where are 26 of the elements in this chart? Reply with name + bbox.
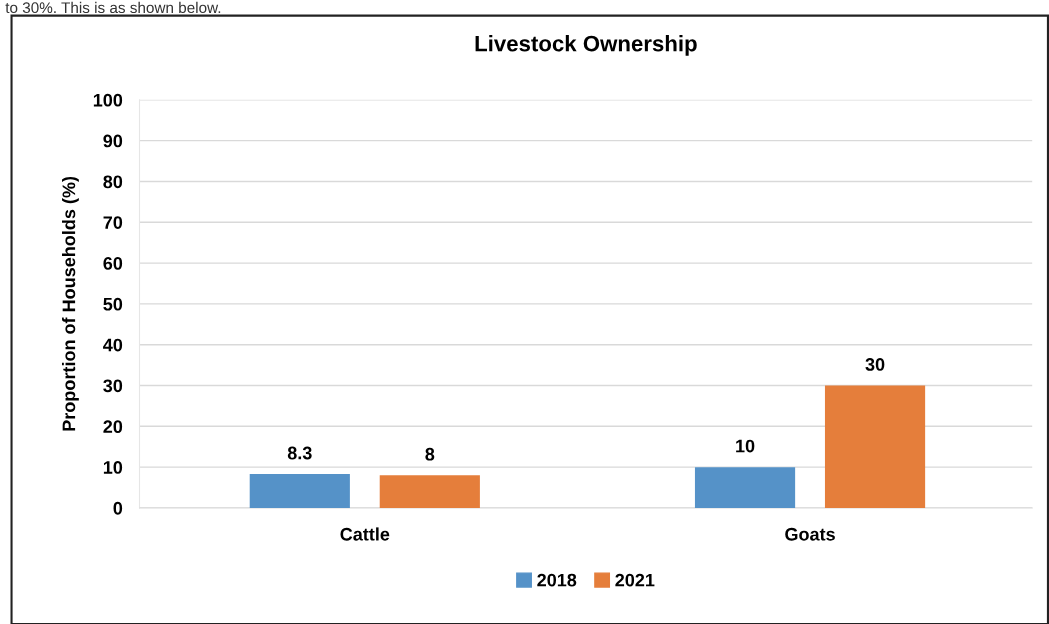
x-tick-label: Cattle: [340, 527, 390, 541]
data-label: 30: [865, 358, 885, 371]
legend-label: 2021: [615, 573, 655, 587]
data-label: 10: [736, 439, 755, 453]
y-tick-label: 100: [93, 93, 123, 107]
y-tick-label: 80: [103, 175, 123, 189]
bar: [824, 385, 926, 508]
legend-label: 2018: [537, 573, 577, 587]
y-tick-label: 60: [103, 257, 123, 270]
text: to 30%. This is as shown below.: [5, 1, 221, 14]
bar: [379, 475, 480, 508]
chart-title: Livestock Ownership: [475, 35, 697, 56]
y-tick-label: 20: [103, 420, 123, 434]
y-tick-label: 30: [103, 379, 123, 393]
y-tick-label: 90: [103, 134, 123, 148]
x-tick-label: Goats: [785, 527, 835, 541]
y-tick-label: 50: [103, 297, 123, 311]
data-label: 8.3: [287, 446, 312, 460]
bar: [249, 474, 350, 508]
y-axis-title: Proportion of Households (%): [62, 176, 79, 431]
y-tick-label: 70: [103, 216, 123, 229]
y-tick-label: 10: [103, 461, 123, 474]
y-tick-label: 0: [113, 501, 123, 515]
data-label: 8: [425, 447, 435, 461]
bar: [694, 467, 796, 508]
y-tick-label: 40: [103, 338, 123, 352]
